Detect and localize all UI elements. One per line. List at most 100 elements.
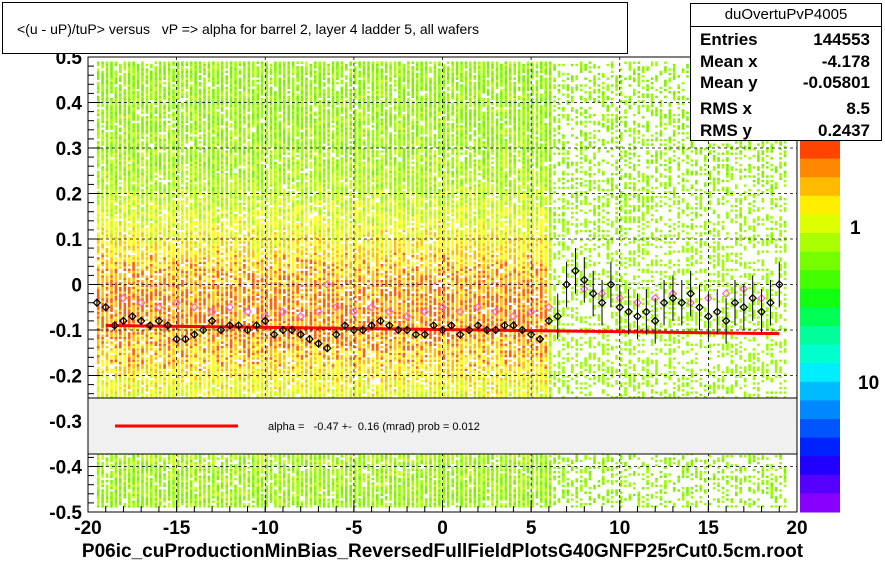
heatmap-cell xyxy=(168,266,171,268)
heatmap-cell xyxy=(155,478,158,480)
heatmap-cell xyxy=(101,387,104,389)
heatmap-cell xyxy=(110,89,113,91)
heatmap-cell xyxy=(203,498,206,500)
heatmap-cell xyxy=(199,189,202,191)
heatmap-cell xyxy=(119,501,122,503)
heatmap-cell xyxy=(172,112,175,114)
heatmap-cell xyxy=(203,253,206,255)
heatmap-cell xyxy=(212,109,215,111)
heatmap-cell xyxy=(106,321,109,323)
heatmap-cell xyxy=(150,109,153,111)
heatmap-cell xyxy=(132,496,135,498)
heatmap-cell xyxy=(186,128,189,130)
heatmap-cell xyxy=(212,366,215,368)
heatmap-cell xyxy=(155,503,158,505)
heatmap-cell xyxy=(132,64,135,66)
heatmap-cell xyxy=(146,82,149,84)
heatmap-cell xyxy=(212,164,215,166)
heatmap-cell xyxy=(203,223,206,225)
heatmap-cell xyxy=(132,230,135,232)
heatmap-cell xyxy=(159,125,162,127)
heatmap-cell xyxy=(132,216,135,218)
heatmap-cell xyxy=(155,314,158,316)
heatmap-cell xyxy=(128,159,131,161)
heatmap-cell xyxy=(194,216,197,218)
heatmap-cell xyxy=(137,198,140,200)
heatmap-cell xyxy=(217,205,220,207)
heatmap-cell xyxy=(181,351,184,353)
heatmap-cell xyxy=(137,171,140,173)
heatmap-cell xyxy=(168,341,171,343)
heatmap-cell xyxy=(141,82,144,84)
heatmap-cell xyxy=(199,100,202,102)
heatmap-cell xyxy=(194,253,197,255)
heatmap-cell xyxy=(212,341,215,343)
heatmap-cell xyxy=(217,216,220,218)
heatmap-cell xyxy=(106,89,109,91)
heatmap-cell xyxy=(115,107,118,109)
heatmap-cell xyxy=(172,125,175,127)
heatmap-cell xyxy=(190,91,193,93)
heatmap-cell xyxy=(119,128,122,130)
heatmap-cell xyxy=(128,289,131,291)
heatmap-cell xyxy=(194,498,197,500)
heatmap-cell xyxy=(110,482,113,484)
heatmap-cell xyxy=(172,487,175,489)
heatmap-cell xyxy=(168,460,171,462)
heatmap-cell xyxy=(163,125,166,127)
heatmap-cell xyxy=(194,141,197,143)
heatmap-cell xyxy=(186,228,189,230)
heatmap-cell xyxy=(168,230,171,232)
heatmap-cell xyxy=(124,494,127,496)
heatmap-cell xyxy=(212,248,215,250)
heatmap-cell xyxy=(132,269,135,271)
heatmap-cell xyxy=(186,487,189,489)
heatmap-cell xyxy=(146,175,149,177)
heatmap-cell xyxy=(168,68,171,70)
heatmap-cell xyxy=(194,173,197,175)
heatmap-cell xyxy=(203,175,206,177)
heatmap-cell xyxy=(186,387,189,389)
heatmap-cell xyxy=(115,228,118,230)
heatmap-cell xyxy=(181,143,184,145)
heatmap-cell xyxy=(155,380,158,382)
heatmap-cell xyxy=(194,87,197,89)
heatmap-cell xyxy=(163,348,166,350)
heatmap-cell xyxy=(181,275,184,277)
heatmap-cell xyxy=(190,489,193,491)
heatmap-cell xyxy=(132,492,135,494)
heatmap-cell xyxy=(97,150,100,152)
heatmap-cell xyxy=(186,269,189,271)
heatmap-cell xyxy=(110,385,113,387)
heatmap-cell xyxy=(132,141,135,143)
heatmap-cell xyxy=(128,366,131,368)
heatmap-cell xyxy=(208,294,211,296)
heatmap-cell xyxy=(101,143,104,145)
heatmap-cell xyxy=(124,355,127,357)
heatmap-cell xyxy=(137,492,140,494)
heatmap-cell xyxy=(186,155,189,157)
heatmap-cell xyxy=(119,225,122,227)
heatmap-cell xyxy=(128,209,131,211)
heatmap-cell xyxy=(159,189,162,191)
heatmap-cell xyxy=(137,169,140,171)
heatmap-cell xyxy=(168,196,171,198)
heatmap-cell xyxy=(106,250,109,252)
heatmap-cell xyxy=(199,371,202,373)
heatmap-cell xyxy=(124,159,127,161)
heatmap-cell xyxy=(128,469,131,471)
heatmap-cell xyxy=(217,487,220,489)
heatmap-cell xyxy=(128,62,131,64)
heatmap-cell xyxy=(208,257,211,259)
heatmap-cell xyxy=(203,80,206,82)
heatmap-cell xyxy=(217,378,220,380)
heatmap-cell xyxy=(217,296,220,298)
heatmap-cell xyxy=(194,223,197,225)
heatmap-cell xyxy=(132,166,135,168)
heatmap-cell xyxy=(181,128,184,130)
heatmap-cell xyxy=(172,262,175,264)
heatmap-cell xyxy=(115,62,118,64)
heatmap-cell xyxy=(106,362,109,364)
heatmap-cell xyxy=(203,355,206,357)
heatmap-cell xyxy=(203,348,206,350)
